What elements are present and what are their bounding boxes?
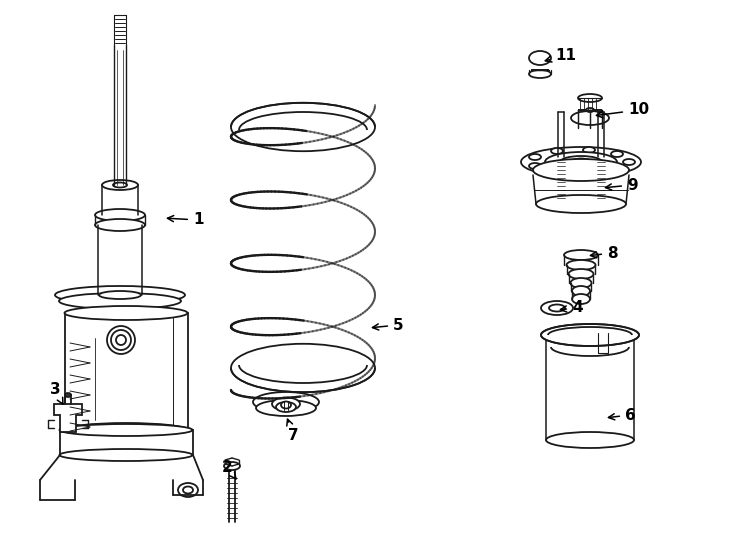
Ellipse shape [529, 163, 541, 169]
Ellipse shape [611, 166, 623, 172]
Ellipse shape [583, 170, 595, 176]
Ellipse shape [571, 159, 591, 165]
Ellipse shape [551, 148, 563, 154]
Ellipse shape [533, 159, 629, 181]
Ellipse shape [578, 94, 602, 102]
Text: 6: 6 [608, 408, 636, 422]
Ellipse shape [55, 286, 185, 304]
Ellipse shape [583, 147, 595, 153]
Ellipse shape [572, 286, 590, 296]
Ellipse shape [231, 103, 375, 151]
Text: 11: 11 [545, 48, 576, 63]
Ellipse shape [572, 294, 590, 304]
Ellipse shape [276, 402, 296, 412]
Ellipse shape [272, 397, 300, 410]
Ellipse shape [281, 402, 291, 408]
Ellipse shape [546, 432, 634, 448]
Ellipse shape [59, 449, 192, 461]
Ellipse shape [113, 183, 127, 187]
Ellipse shape [65, 393, 71, 397]
Ellipse shape [102, 210, 138, 220]
Text: 4: 4 [561, 300, 583, 315]
Ellipse shape [95, 219, 145, 231]
Ellipse shape [111, 330, 131, 350]
Text: 3: 3 [50, 382, 63, 404]
Ellipse shape [549, 305, 565, 312]
Polygon shape [65, 313, 188, 430]
Text: 8: 8 [590, 246, 617, 260]
Ellipse shape [541, 324, 639, 346]
Ellipse shape [529, 154, 541, 160]
Text: 1: 1 [167, 213, 203, 227]
Ellipse shape [116, 335, 126, 345]
Ellipse shape [611, 151, 623, 157]
Ellipse shape [586, 108, 594, 112]
Ellipse shape [541, 301, 573, 315]
Ellipse shape [99, 291, 141, 299]
Ellipse shape [521, 147, 641, 177]
Ellipse shape [253, 392, 319, 412]
Ellipse shape [571, 111, 609, 125]
Ellipse shape [65, 423, 187, 437]
Ellipse shape [564, 250, 598, 260]
Text: 9: 9 [606, 178, 638, 192]
Ellipse shape [59, 293, 181, 309]
Ellipse shape [623, 159, 635, 165]
Ellipse shape [567, 260, 595, 270]
Ellipse shape [113, 213, 127, 218]
Ellipse shape [65, 306, 187, 320]
Ellipse shape [529, 51, 551, 65]
Ellipse shape [545, 152, 617, 172]
Ellipse shape [231, 344, 375, 392]
Ellipse shape [95, 209, 145, 221]
Text: 10: 10 [597, 103, 649, 118]
Ellipse shape [98, 290, 142, 300]
Ellipse shape [529, 70, 551, 78]
Ellipse shape [178, 483, 198, 497]
Ellipse shape [107, 326, 135, 354]
Text: 5: 5 [372, 318, 404, 333]
Text: 2: 2 [222, 461, 236, 479]
Ellipse shape [560, 156, 602, 168]
Ellipse shape [536, 195, 626, 213]
Ellipse shape [59, 424, 192, 436]
Ellipse shape [569, 269, 594, 279]
Ellipse shape [570, 278, 592, 288]
Text: 7: 7 [287, 419, 299, 442]
Ellipse shape [183, 487, 193, 494]
Ellipse shape [256, 400, 316, 416]
Polygon shape [54, 404, 82, 432]
Ellipse shape [102, 180, 138, 190]
Ellipse shape [224, 462, 240, 470]
Ellipse shape [551, 169, 563, 175]
Polygon shape [60, 430, 193, 455]
